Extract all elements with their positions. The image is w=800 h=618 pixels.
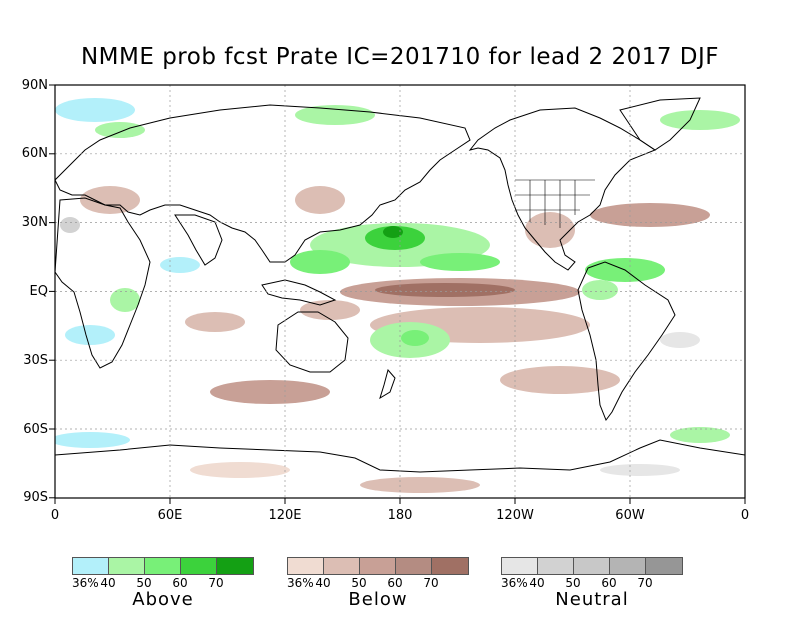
below-tick-3: 60 [387, 576, 403, 590]
probability-region [295, 186, 345, 214]
probability-region [600, 464, 680, 476]
probability-region [420, 253, 500, 271]
below-tick-4: 70 [423, 576, 439, 590]
probability-region [360, 477, 480, 493]
map-title: NMME prob fcst Prate IC=201710 for lead … [80, 44, 720, 70]
above-swatch-4 [217, 558, 253, 574]
eurasia-outline [55, 104, 471, 263]
probability-region [401, 330, 429, 346]
neutral-tick-4: 70 [637, 576, 653, 590]
probability-region [160, 257, 200, 273]
probability-region [365, 226, 425, 250]
lat-lon-grid [55, 85, 745, 498]
new-zealand-outline [379, 368, 396, 400]
below-swatch-3 [396, 558, 432, 574]
indonesia-outline [261, 279, 337, 306]
lon-label-60e: 60E [157, 508, 183, 523]
legend-below: 36% 40 50 60 70 Below [287, 557, 469, 610]
probability-region [60, 217, 80, 233]
lon-label-60w: 60W [615, 508, 645, 523]
probability-region [80, 186, 140, 214]
above-tick-0: 36% [72, 576, 99, 590]
legend-below-label: Below [348, 589, 408, 610]
lon-label-180: 180 [387, 508, 413, 523]
neutral-swatch-3 [610, 558, 646, 574]
above-tick-4: 70 [208, 576, 224, 590]
probability-region [295, 105, 375, 125]
below-tick-1: 40 [315, 576, 331, 590]
lat-label-90n: 90N [21, 78, 48, 93]
africa-outline [55, 197, 151, 369]
above-swatch-0 [73, 558, 109, 574]
below-swatch-4 [432, 558, 468, 574]
us-state-lines [515, 179, 595, 228]
probability-region [300, 300, 360, 320]
probability-region [660, 110, 740, 130]
probability-region [375, 283, 515, 297]
above-swatch-3 [181, 558, 217, 574]
lat-label-60n: 60N [21, 146, 48, 161]
probability-region [383, 226, 403, 238]
above-tick-3: 60 [172, 576, 188, 590]
neutral-tick-1: 40 [529, 576, 545, 590]
lat-label-30s: 30S [23, 353, 48, 368]
probability-region [525, 212, 575, 248]
probability-region [65, 325, 115, 345]
legend-above-label: Above [132, 589, 194, 610]
neutral-tick-0: 36% [501, 576, 528, 590]
below-swatch-2 [360, 558, 396, 574]
probability-region [190, 462, 290, 478]
neutral-swatch-4 [646, 558, 682, 574]
lat-label-30n: 30N [21, 215, 48, 230]
above-tick-1: 40 [100, 576, 116, 590]
lon-label-120w: 120W [496, 508, 534, 523]
above-swatches [72, 557, 254, 575]
lat-label-60s: 60S [23, 422, 48, 437]
below-swatch-1 [324, 558, 360, 574]
probability-region [670, 427, 730, 443]
lon-label-0-end: 0 [740, 508, 750, 523]
probability-region [500, 366, 620, 394]
below-ticks: 36% 40 50 60 70 [287, 575, 469, 590]
lat-label-eq: EQ [29, 284, 48, 299]
axis-ticks [49, 84, 746, 504]
lon-label-0: 0 [50, 508, 60, 523]
india-outline [174, 214, 223, 266]
below-tick-0: 36% [287, 576, 314, 590]
neutral-ticks: 36% 40 50 60 70 [501, 575, 683, 590]
legend-neutral-label: Neutral [555, 589, 629, 610]
legend-above: 36% 40 50 60 70 Above [72, 557, 254, 610]
above-tick-2: 50 [136, 576, 152, 590]
lat-label-90s: 90S [23, 490, 48, 505]
probability-region [185, 312, 245, 332]
neutral-tick-2: 50 [565, 576, 581, 590]
below-swatch-0 [288, 558, 324, 574]
south-america-outline [577, 261, 676, 422]
probability-region [55, 432, 130, 448]
below-swatches [287, 557, 469, 575]
antarctica-outline [55, 439, 745, 473]
legend-neutral: 36% 40 50 60 70 Neutral [501, 557, 683, 610]
probability-region [110, 288, 140, 312]
below-tick-2: 50 [351, 576, 367, 590]
neutral-tick-3: 60 [601, 576, 617, 590]
above-ticks: 36% 40 50 60 70 [72, 575, 254, 590]
probability-region [660, 332, 700, 348]
probability-region [55, 98, 135, 122]
greenland-outline [619, 97, 701, 151]
probability-region [582, 280, 618, 300]
probability-region [290, 250, 350, 274]
probability-region [590, 203, 710, 227]
neutral-swatch-0 [502, 558, 538, 574]
neutral-swatches [501, 557, 683, 575]
probability-region [95, 122, 145, 138]
above-swatch-1 [109, 558, 145, 574]
probability-region [210, 380, 330, 404]
lon-label-120e: 120E [268, 508, 302, 523]
neutral-swatch-2 [574, 558, 610, 574]
above-swatch-2 [145, 558, 181, 574]
neutral-swatch-1 [538, 558, 574, 574]
